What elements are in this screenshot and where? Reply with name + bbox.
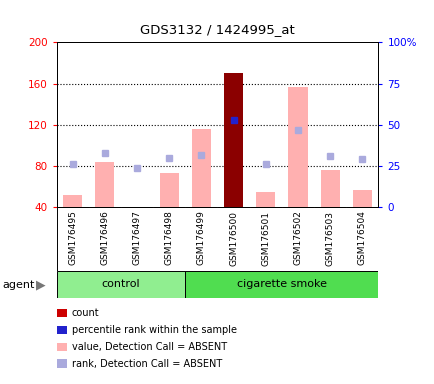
Bar: [352, 190, 371, 207]
Bar: [159, 173, 178, 207]
Text: rank, Detection Call = ABSENT: rank, Detection Call = ABSENT: [72, 359, 221, 369]
Text: count: count: [72, 308, 99, 318]
Text: percentile rank within the sample: percentile rank within the sample: [72, 325, 236, 335]
Text: ▶: ▶: [36, 279, 45, 292]
Text: GSM176496: GSM176496: [100, 210, 109, 265]
Bar: [56, 271, 185, 298]
Text: GSM176498: GSM176498: [164, 210, 173, 265]
Text: GSM176499: GSM176499: [197, 210, 205, 265]
Bar: [127, 207, 146, 209]
Text: GSM176503: GSM176503: [325, 210, 334, 265]
Bar: [191, 129, 210, 207]
Bar: [288, 87, 307, 207]
Text: agent: agent: [2, 280, 34, 290]
Bar: [320, 170, 339, 207]
Text: GSM176497: GSM176497: [132, 210, 141, 265]
Bar: [224, 73, 243, 207]
Bar: [63, 195, 82, 207]
Text: GDS3132 / 1424995_at: GDS3132 / 1424995_at: [140, 23, 294, 36]
Text: control: control: [102, 279, 140, 289]
Bar: [256, 192, 275, 207]
Text: GSM176500: GSM176500: [229, 210, 237, 265]
Text: GSM176502: GSM176502: [293, 210, 302, 265]
Text: GSM176501: GSM176501: [261, 210, 270, 265]
Bar: [185, 271, 378, 298]
Bar: [95, 162, 114, 207]
Text: value, Detection Call = ABSENT: value, Detection Call = ABSENT: [72, 342, 227, 352]
Text: cigarette smoke: cigarette smoke: [237, 279, 326, 289]
Text: GSM176495: GSM176495: [68, 210, 77, 265]
Text: GSM176504: GSM176504: [357, 210, 366, 265]
